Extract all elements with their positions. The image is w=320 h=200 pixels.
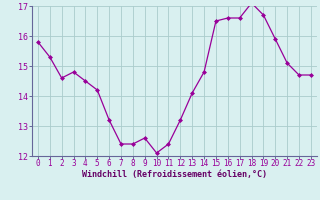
- X-axis label: Windchill (Refroidissement éolien,°C): Windchill (Refroidissement éolien,°C): [82, 170, 267, 179]
